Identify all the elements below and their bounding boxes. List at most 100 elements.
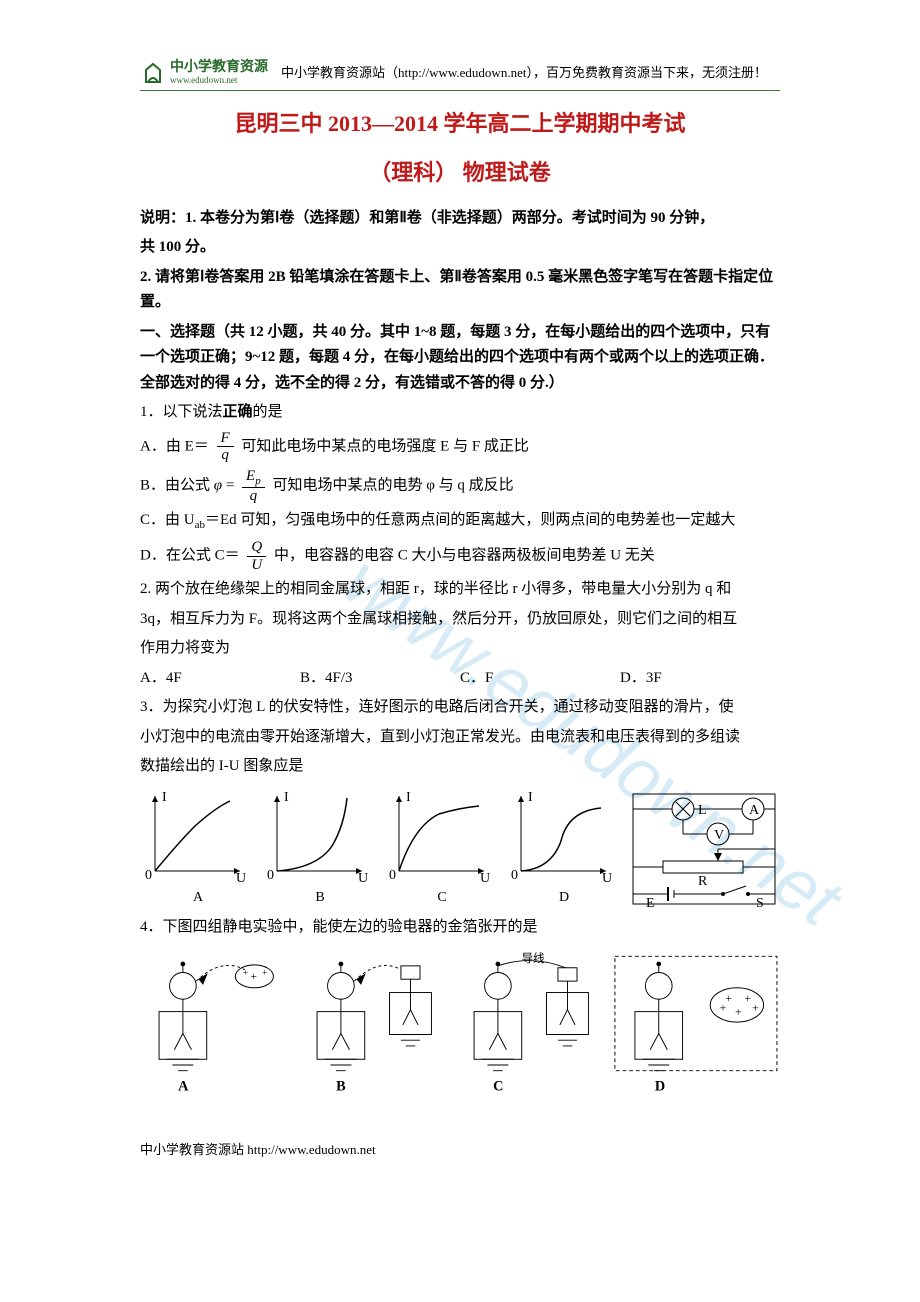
q2-opt-b: B．4F/3 — [300, 666, 460, 692]
note-2: 2. 请将第Ⅰ卷答案用 2B 铅笔填涂在答题卡上、第Ⅱ卷答案用 0.5 毫米黑色… — [140, 265, 780, 316]
q1d-pre: D．在公式 C＝ — [140, 548, 240, 564]
fraction: Ep q — [242, 468, 265, 505]
q1b-eq: = — [226, 478, 238, 494]
origin-label: 0 — [511, 868, 518, 883]
ep: E — [246, 468, 255, 484]
graph-c-label: C — [384, 886, 500, 910]
q1c-sub: ab — [195, 519, 205, 531]
frac-num: Q — [247, 539, 266, 557]
logo-text-en: www.edudown.net — [170, 76, 268, 86]
svg-text:+: + — [262, 968, 267, 978]
svg-text:+: + — [745, 993, 751, 1005]
y-axis-label: I — [284, 790, 289, 805]
voltmeter-label: V — [714, 828, 724, 843]
electro-c: 导线 C — [455, 949, 603, 1099]
battery-label: E — [646, 896, 655, 909]
q1-opt-a: A．由 E＝ F q 可知此电场中某点的电场强度 E 与 F 成正比 — [140, 430, 780, 464]
lamp-label: L — [698, 803, 707, 818]
q1-opt-c: C．由 Uab＝Ed 可知，匀强电场中的任意两点间的距离越大，则两点间的电势差也… — [140, 508, 780, 535]
graph-a-label: A — [140, 886, 256, 910]
q2-opt-c: C．F — [460, 666, 620, 692]
graph-b-label: B — [262, 886, 378, 910]
rheostat-label: R — [698, 874, 708, 889]
q2-opt-a: A．4F — [140, 666, 300, 692]
y-axis-label: I — [162, 790, 167, 805]
q1c-pre: C．由 U — [140, 512, 195, 528]
frac-den: q — [242, 488, 265, 505]
q2-opt-d: D．3F — [620, 666, 780, 692]
graph-a: 0 U I A — [140, 786, 256, 910]
q1-stem-tail: 的是 — [253, 404, 283, 420]
doc-title-2: （理科） 物理试卷 — [140, 154, 780, 191]
y-axis-label: I — [406, 790, 411, 805]
x-axis-label: U — [602, 871, 612, 886]
electro-c-label: C — [494, 1079, 504, 1095]
q2-options: A．4F B．4F/3 C．F D．3F — [140, 666, 780, 692]
q3-graph-row: 0 U I A 0 U I — [140, 786, 780, 910]
x-axis-label: U — [236, 871, 246, 886]
svg-text:+: + — [726, 993, 732, 1005]
q3-line1: 3．为探究小灯泡 L 的伏安特性，连好图示的电路后闭合开关，通过移动变阻器的滑片… — [140, 695, 780, 721]
y-axis-label: I — [528, 790, 533, 805]
q1-stem: 1．以下说法正确的是 — [140, 400, 780, 426]
q1a-post: 可知此电场中某点的电场强度 E 与 F 成正比 — [241, 438, 529, 454]
x-axis-label: U — [480, 871, 490, 886]
graph-c: 0 U I C — [384, 786, 500, 910]
page-header-note: 中小学教育资源站（http://www.edudown.net），百万免费教育资… — [268, 62, 780, 84]
graph-b: 0 U I B — [262, 786, 378, 910]
q4-diagram-row: + + + A — [140, 949, 780, 1099]
q3-line2: 小灯泡中的电流由零开始逐渐增大，直到小灯泡正常发光。由电流表和电压表得到的多组读 — [140, 725, 780, 751]
svg-text:+: + — [720, 1002, 726, 1014]
frac-num: Ep — [242, 468, 265, 488]
circuit-diagram: L A V — [628, 789, 780, 909]
ammeter-label: A — [749, 803, 760, 818]
q1a-pre: A．由 E＝ — [140, 438, 209, 454]
q1-opt-b: B．由公式 φ = Ep q 可知电场中某点的电势 φ 与 q 成反比 — [140, 468, 780, 505]
note-1b: 共 100 分。 — [140, 235, 780, 261]
ep-sub: p — [255, 475, 261, 487]
q1d-post: 中，电容器的电容 C 大小与电容器两极板间电势差 U 无关 — [274, 548, 655, 564]
q1b-post: 可知电场中某点的电势 φ 与 q 成反比 — [272, 478, 513, 494]
fraction: Q U — [247, 539, 266, 573]
electro-a: + + + A — [140, 949, 288, 1099]
q1c-post: ＝Ed 可知，匀强电场中的任意两点间的距离越大，则两点间的电势差也一定越大 — [205, 512, 735, 528]
page-footer: 中小学教育资源站 http://www.edudown.net — [140, 1139, 780, 1161]
site-logo: 中小学教育资源 www.edudown.net — [140, 60, 268, 86]
doc-title-1: 昆明三中 2013—2014 学年高二上学期期中考试 — [140, 105, 780, 142]
q1-stem-pre: 1．以下说法 — [140, 404, 223, 420]
switch-label: S — [756, 896, 764, 909]
q4-stem: 4．下图四组静电实验中，能使左边的验电器的金箔张开的是 — [140, 915, 780, 941]
frac-den: q — [217, 447, 234, 464]
wire-label: 导线 — [522, 951, 545, 965]
q1-opt-d: D．在公式 C＝ Q U 中，电容器的电容 C 大小与电容器两极板间电势差 U … — [140, 539, 780, 573]
electro-d: + + + + + D — [613, 949, 780, 1099]
fraction: F q — [217, 430, 234, 464]
logo-text-cn: 中小学教育资源 — [170, 60, 268, 75]
origin-label: 0 — [145, 868, 152, 883]
origin-label: 0 — [267, 868, 274, 883]
electro-b-label: B — [336, 1079, 346, 1095]
q2-line1: 2. 两个放在绝缘架上的相同金属球，相距 r，球的半径比 r 小得多，带电量大小… — [140, 577, 780, 603]
section-1-heading: 一、选择题（共 12 小题，共 40 分。其中 1~8 题，每题 3 分，在每小… — [140, 320, 780, 397]
q2-line2: 3q，相互斥力为 F。现将这两个金属球相接触，然后分开，仍放回原处，则它们之间的… — [140, 607, 780, 633]
frac-num: F — [217, 430, 234, 448]
q1-stem-bold: 正确 — [223, 404, 253, 420]
svg-text:+: + — [735, 1006, 741, 1018]
q1b-pre: B．由公式 — [140, 478, 210, 494]
electro-b: B — [298, 949, 446, 1099]
svg-text:+: + — [752, 1002, 758, 1014]
note-1a: 说明：1. 本卷分为第Ⅰ卷（选择题）和第Ⅱ卷（非选择题）两部分。考试时间为 90… — [140, 206, 780, 232]
header-divider — [140, 90, 780, 91]
q3-line3: 数描绘出的 I-U 图象应是 — [140, 754, 780, 780]
electro-a-label: A — [178, 1079, 189, 1095]
x-axis-label: U — [358, 871, 368, 886]
graph-d: 0 U I D — [506, 786, 622, 910]
svg-text:+: + — [243, 968, 248, 978]
electro-d-label: D — [655, 1079, 665, 1095]
logo-icon — [140, 60, 166, 86]
phi-symbol: φ — [214, 478, 222, 494]
frac-den: U — [247, 557, 266, 574]
origin-label: 0 — [389, 868, 396, 883]
q2-line3: 作用力将变为 — [140, 636, 780, 662]
graph-d-label: D — [506, 886, 622, 910]
